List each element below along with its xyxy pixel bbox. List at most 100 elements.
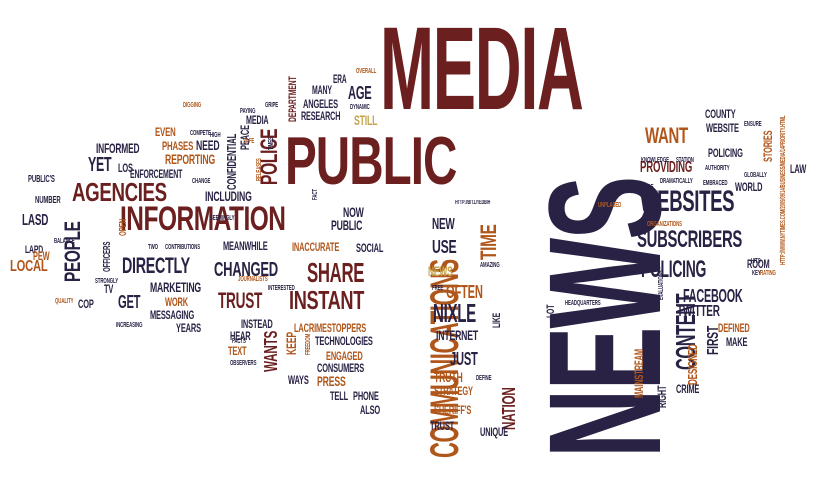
word-open: OPEN [118,218,129,236]
word-enforcement: ENFORCEMENT [130,167,183,181]
word-unplased: UNPLASED [598,202,622,209]
word-balance: BALANCE [54,238,75,245]
word-wants: WANTS [261,330,281,372]
word-seemingly: SEEMINGLY [210,215,235,222]
word-consumers: CONSUMERS [317,361,365,375]
word-hits: HITS [751,258,761,265]
word-confidential: CONFIDENTIAL [224,133,239,190]
word-get: GET [118,292,141,312]
word-quality: QUALITY [55,298,74,305]
word-work: WORK [165,295,188,309]
word-press: PRESS [317,373,346,389]
word-subscribers: SUBSCRIBERS [637,226,743,253]
word-organizations: ORGANIZATIONS [647,221,682,228]
word-trust-2: TRUST [430,419,455,433]
word-authority: AUTHORITY [705,165,730,172]
word-changed: CHANGED [214,259,278,281]
word-strategy: STRATEGY [434,384,473,398]
word-policing-2: POLICING [708,146,743,160]
word-observers: OBSERVERS [230,360,257,367]
word-news-small: NEWS [428,263,453,279]
word-local: LOCAL [10,258,48,275]
word-share: SHARE [307,257,365,288]
word-lapd: LAPD [25,244,44,256]
word-twitter: TWITTER [677,303,720,320]
word-facebook: FACEBOOK [683,286,743,306]
word-embraced: EMBRACED [703,180,728,187]
word-ways: WAYS [288,373,309,387]
word-new: NEW [432,216,455,233]
word-cop: COP [78,297,94,311]
word-public-small: PUBLIC [331,217,363,233]
word-text: TEXT [228,344,247,358]
word-county: COUNTY [705,107,736,121]
word-fact: FACT [312,189,319,200]
word-agencies: AGENCIES [72,177,167,207]
word-number: NUMBER [35,195,61,206]
word-dynamic: DYNAMIC [350,104,370,111]
word-people: PEOPLE [60,221,85,282]
word-using: USING [587,313,601,320]
word-keep: KEEP [283,332,299,355]
word-including: INCLUDING [205,188,252,204]
word-instant: INSTANT [289,285,364,315]
word-pew: PEW [33,249,50,263]
word-engaged: ENGAGED [326,349,363,363]
word-made: MADE [641,184,654,191]
word-amazing: AMAZING [480,262,500,269]
word-need: NEED [196,137,220,153]
word-defined: DEFINED [718,321,750,335]
word-room: ROOM [747,257,770,271]
word-tell: TELL [330,389,349,403]
word-publics: PUBLIC'S [28,174,55,185]
word-make: MAKE [726,335,748,349]
word-facts: FACTS [232,338,246,345]
word-url-bitly: HTTP://BIT.LY/EDBIH [455,200,491,206]
word-stories: STORIES [761,130,775,162]
word-unique: UNIQUE [480,425,509,439]
word-still: STILL [354,112,378,128]
word-compete: COMPETE [190,130,211,137]
word-contributions: CONTRIBUTIONS [165,244,201,251]
word-truth: TRUTH [434,369,463,385]
word-yet: YET [88,154,112,176]
word-officers: OFFICERS [102,241,113,272]
word-providing: PROVIDING [640,159,693,176]
word-times: TIMES [268,137,275,150]
word-right: RIGHT [655,385,669,408]
word-two: TWO [148,244,158,251]
word-angeles: ANGELES [303,97,338,111]
word-key: KEY [752,270,761,277]
word-mainstream: MAINSTREAM [632,349,646,398]
word-los: LOS [118,161,133,175]
word-media-small: MEDIA [246,113,269,127]
word-technologies: TECHNOLOGIES [315,334,373,348]
word-even: EVEN [155,125,176,139]
word-station: STATION [676,157,694,164]
word-freedom: FREEDOM [305,333,312,355]
word-high: HIGH [210,132,221,139]
word-phone: PHONE [353,389,379,403]
word-like: LIKE [491,313,503,328]
word-first: FIRST [705,325,722,355]
word-social: SOCIAL [356,241,384,255]
word-websites: WEBSITES [640,185,735,218]
word-website: WEBSITE [706,121,739,135]
word-era: ERA [333,72,347,86]
word-nixle: NIXLE [433,298,476,328]
word-policing: POLICING [641,256,707,283]
word-url-nytimes: HTTP://WWW.NYTIMES.COM/2009/09/14/BUSINE… [780,115,787,265]
word-just: JUST [450,349,478,369]
word-free: FREE [432,285,444,292]
word-reporting: REPORTING [165,151,216,167]
word-world: WORLD [735,180,763,194]
word-nation: NATION [499,387,519,430]
word-use: USE [432,237,457,257]
word-age: AGE [348,83,372,103]
word-globally: GLOBALLY [744,172,767,179]
word-often: OFTEN [446,282,483,302]
word-journalists: JOURNALISTS [238,276,268,283]
word-informed: INFORMED [96,140,140,156]
word-ensure: ENSURE [744,121,762,128]
word-phases: PHASES [162,139,194,153]
